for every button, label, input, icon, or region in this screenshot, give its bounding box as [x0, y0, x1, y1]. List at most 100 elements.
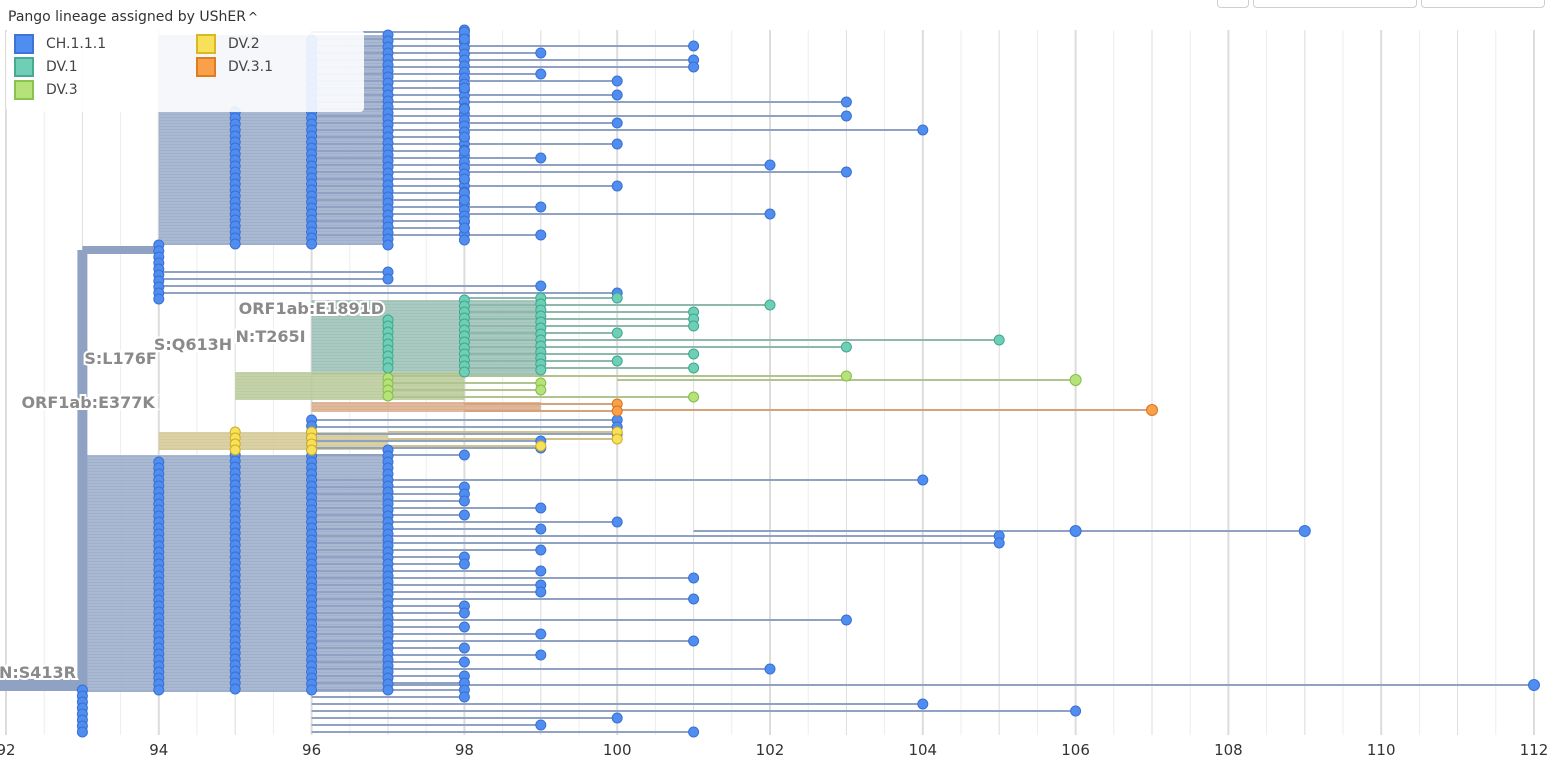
tip-node: [917, 474, 929, 486]
tip-node: [764, 159, 776, 171]
tip-node: [611, 117, 623, 129]
tip-node: [840, 341, 852, 353]
tip-node: [382, 362, 394, 374]
tip-node: [382, 239, 394, 251]
long-tip-node: [1528, 679, 1540, 691]
tip-node: [611, 712, 623, 724]
tip-node: [458, 173, 470, 185]
x-tick-label: 102: [756, 741, 785, 759]
tip-node: [458, 621, 470, 633]
x-tick-label: 92: [0, 741, 16, 759]
toolbar-dropdown-2[interactable]: [1421, 0, 1545, 8]
legend-title-text: Pango lineage assigned by UShER: [8, 9, 246, 25]
legend-swatch: [14, 57, 34, 77]
tip-node: [535, 280, 547, 292]
toolbar-dropdown[interactable]: [1253, 0, 1417, 8]
mutation-label: ORF1ab:E1891D: [239, 299, 384, 318]
mutation-label: N:S413R: [0, 663, 76, 682]
mutation-label: ORF1ab:E377K: [21, 393, 155, 412]
tip-node: [1070, 705, 1082, 717]
tip-node: [688, 362, 700, 374]
tip-node: [688, 572, 700, 584]
tip-node: [382, 390, 394, 402]
x-tick-label: 104: [908, 741, 937, 759]
legend-item-dv2[interactable]: DV.2: [196, 33, 260, 55]
tip-node: [840, 110, 852, 122]
tip-node: [535, 47, 547, 59]
tip-node: [306, 238, 318, 250]
tip-node: [458, 33, 470, 45]
tip-node: [458, 366, 470, 378]
legend-item-dv31[interactable]: DV.3.1: [196, 56, 273, 78]
legend-label: DV.2: [228, 36, 260, 52]
tip-node: [535, 565, 547, 577]
tip-node: [993, 537, 1005, 549]
legend-title[interactable]: Pango lineage assigned by UShER ^: [8, 9, 258, 25]
clade-mass: [311, 402, 541, 412]
tip-node: [458, 449, 470, 461]
tip-node: [764, 663, 776, 675]
tip-node: [458, 131, 470, 143]
tip-node: [458, 656, 470, 668]
tip-node: [611, 75, 623, 87]
tip-node: [611, 327, 623, 339]
x-tick-label: 100: [603, 741, 632, 759]
tip-node: [458, 607, 470, 619]
tip-node: [382, 273, 394, 285]
tip-node: [458, 691, 470, 703]
toolbar-button-small[interactable]: [1217, 0, 1249, 8]
tip-node: [764, 208, 776, 220]
tip-node: [535, 384, 547, 396]
tip-node: [229, 238, 241, 250]
tip-node: [458, 103, 470, 115]
tip-node: [535, 523, 547, 535]
x-tick-label: 98: [455, 741, 474, 759]
tip-node: [535, 502, 547, 514]
long-tip-node: [1069, 525, 1082, 537]
tip-node: [840, 96, 852, 108]
tip-node: [688, 726, 700, 738]
tip-node: [688, 40, 700, 52]
tip-node: [611, 405, 623, 417]
tip-node: [688, 593, 700, 605]
legend-item-dv3[interactable]: DV.3: [14, 79, 78, 101]
legend-swatch: [196, 34, 216, 54]
long-tip-node: [1298, 525, 1311, 537]
tip-node: [993, 334, 1005, 346]
x-tick-label: 110: [1367, 741, 1396, 759]
tip-node: [306, 684, 318, 696]
legend-swatch: [196, 57, 216, 77]
legend-label: DV.3.1: [228, 59, 274, 75]
legend: CH.1.1.1 DV.2 DV.1 DV.3.1 DV.3: [6, 30, 364, 112]
mutation-label: N:T265I: [236, 327, 306, 346]
legend-item-ch111[interactable]: CH.1.1.1: [14, 33, 106, 55]
tip-node: [535, 440, 547, 452]
tip-node: [688, 348, 700, 360]
tip-node: [458, 558, 470, 570]
tip-node: [535, 649, 547, 661]
x-tick-label: 96: [302, 741, 321, 759]
tip-node: [458, 495, 470, 507]
tip-node: [611, 180, 623, 192]
tip-node: [535, 544, 547, 556]
tip-node: [611, 516, 623, 528]
legend-item-dv1[interactable]: DV.1: [14, 56, 78, 78]
tip-node: [458, 509, 470, 521]
tip-node: [611, 292, 623, 304]
legend-label: DV.1: [46, 59, 78, 75]
tip-node: [535, 586, 547, 598]
tip-node: [840, 166, 852, 178]
tip-node: [458, 194, 470, 206]
tip-node: [764, 299, 776, 311]
tip-node: [76, 726, 88, 738]
tip-node: [611, 355, 623, 367]
clade-mass: [158, 432, 388, 450]
tip-node: [458, 234, 470, 246]
tip-node: [535, 719, 547, 731]
collapse-caret-icon[interactable]: ^: [247, 10, 258, 24]
legend-label: DV.3: [46, 82, 78, 98]
tip-node: [458, 642, 470, 654]
x-tick-label: 108: [1214, 741, 1243, 759]
